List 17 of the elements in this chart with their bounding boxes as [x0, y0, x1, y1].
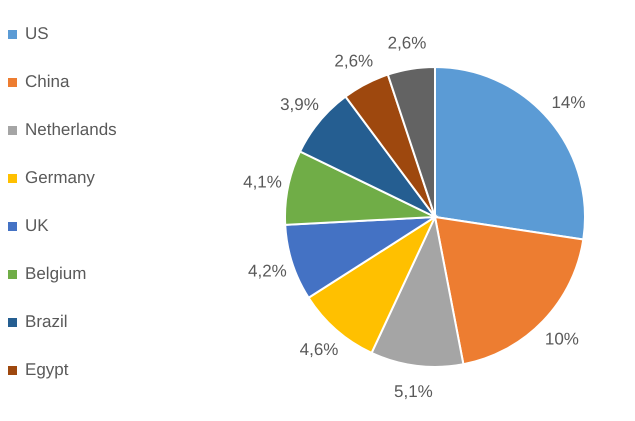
- data-label: 4,1%: [243, 172, 282, 192]
- data-label: 4,6%: [300, 340, 338, 359]
- data-label: 10%: [544, 329, 579, 348]
- legend-label: Belgium: [25, 264, 86, 284]
- data-label: 2,6%: [334, 51, 374, 70]
- data-label: 14%: [551, 92, 586, 112]
- legend-label: UK: [25, 216, 49, 236]
- legend-label: US: [25, 24, 49, 44]
- legend-label: Egypt: [25, 360, 68, 380]
- data-label: 4,2%: [248, 261, 287, 280]
- legend-label: China: [25, 72, 70, 92]
- data-label: 5,1%: [394, 382, 433, 402]
- data-label: 2,6%: [388, 34, 426, 53]
- legend-label: Germany: [25, 168, 95, 188]
- data-label: 3,9%: [280, 95, 319, 114]
- legend-label: Brazil: [25, 312, 68, 332]
- legend-label: Netherlands: [25, 120, 117, 140]
